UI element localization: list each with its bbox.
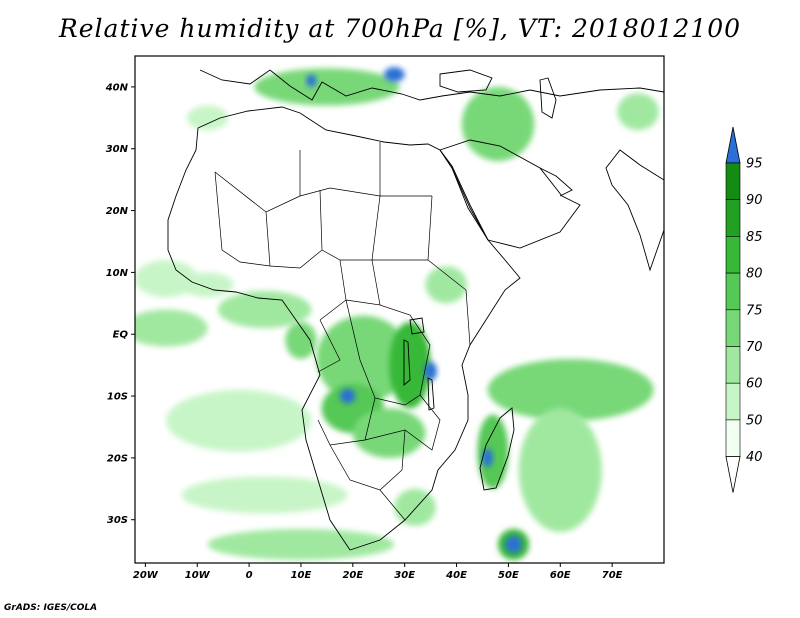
colorbar-label: 70 bbox=[746, 340, 763, 355]
lon-tick-label: 10W bbox=[185, 570, 211, 581]
lat-tick-label: 20N bbox=[106, 206, 129, 217]
colorbar-label: 95 bbox=[746, 157, 763, 172]
humidity-field bbox=[135, 67, 659, 560]
humidity-region-indian-ocean-south bbox=[518, 408, 602, 533]
lake-victoria bbox=[409, 317, 425, 335]
humidity-region-tanzania-core bbox=[424, 362, 437, 381]
lat-tick-label: 30N bbox=[106, 144, 129, 155]
humidity-region-gulf-guinea bbox=[217, 290, 312, 329]
caspian-sea bbox=[539, 77, 557, 119]
colorbar-box bbox=[725, 346, 741, 384]
humidity-region-great-lakes bbox=[389, 321, 431, 409]
colorbar-box bbox=[725, 162, 741, 201]
latitude-axis: 40N 30N 20N 10N EQ 10S 20S 30S bbox=[105, 82, 135, 526]
arabia-coastline bbox=[439, 139, 581, 249]
humidity-region-middle-east bbox=[461, 86, 535, 162]
lon-tick-label: 10E bbox=[291, 570, 312, 581]
lat-tick-label: 40N bbox=[105, 82, 129, 93]
india-coastline bbox=[605, 149, 664, 272]
colorbar-box bbox=[725, 309, 741, 347]
colorbar-min-triangle bbox=[725, 456, 741, 493]
coastlines-and-borders bbox=[167, 69, 664, 551]
lat-tick-label: 10S bbox=[107, 392, 128, 403]
europe-coastline bbox=[199, 69, 664, 101]
humidity-region-west-africa-interior bbox=[181, 272, 234, 298]
lat-tick-label: 20S bbox=[107, 453, 128, 464]
humidity-region-angola-core bbox=[339, 388, 356, 404]
humidity-region-indian-ocean-band bbox=[487, 358, 654, 421]
lon-tick-label: 40E bbox=[445, 570, 467, 581]
colorbar-label: 90 bbox=[746, 193, 763, 208]
lake-malawi bbox=[427, 377, 435, 411]
colorbar-box bbox=[725, 382, 741, 421]
map-title: Relative humidity at 700hPa [%], VT: 201… bbox=[58, 14, 742, 43]
lake-tanganyika bbox=[403, 339, 411, 386]
grads-credit: GrADS: IGES/COLA bbox=[4, 603, 98, 613]
humidity-region-south-atlantic-swirl bbox=[166, 389, 312, 452]
humidity-region-balkans-core bbox=[383, 67, 405, 82]
humidity-region-gabon-coast bbox=[285, 321, 317, 359]
longitude-axis: 20W 10W 0 10E 20E 30E 40E 50E 60E 70E bbox=[133, 563, 623, 581]
humidity-region-nw-africa-coast bbox=[186, 105, 229, 131]
humidity-region-italy-core bbox=[306, 74, 317, 87]
colorbar-label: 60 bbox=[746, 377, 763, 392]
colorbar-label: 80 bbox=[746, 267, 763, 282]
lon-tick-label: 20E bbox=[342, 570, 363, 581]
colorbar-box bbox=[725, 272, 741, 311]
lon-tick-label: 50E bbox=[498, 570, 519, 581]
humidity-region-atlantic-equatorial bbox=[135, 309, 208, 347]
colorbar-label: 40 bbox=[746, 450, 763, 465]
humidity-region-madagascar bbox=[477, 414, 509, 489]
black-sea bbox=[439, 69, 493, 93]
humidity-region-mediterranean bbox=[254, 68, 400, 106]
humidity-region-congo-basin bbox=[316, 315, 410, 403]
humidity-region-madagascar-core bbox=[482, 448, 493, 468]
lon-tick-label: 20W bbox=[133, 570, 159, 581]
madagascar-coastline bbox=[479, 407, 515, 491]
humidity-region-arabian-sea-edge bbox=[617, 93, 659, 131]
africa-coastline bbox=[167, 106, 521, 551]
persian-gulf bbox=[539, 167, 573, 197]
colorbar-max-triangle bbox=[725, 126, 741, 164]
colorbar-label: 75 bbox=[746, 303, 763, 318]
plot-area: 20W 10W 0 10E 20E 30E 40E 50E 60E 70E 40N 30N 20N 10… bbox=[105, 55, 665, 581]
lat-tick-label: 10N bbox=[106, 268, 129, 279]
humidity-region-zambia bbox=[352, 408, 426, 458]
colorbar-label: 85 bbox=[746, 230, 763, 245]
red-sea bbox=[439, 149, 489, 241]
humidity-region-cyclone-eye bbox=[505, 535, 522, 554]
colorbar-label: 50 bbox=[746, 413, 763, 428]
colorbar-box bbox=[725, 199, 741, 237]
humidity-region-south-atlantic-band bbox=[181, 476, 348, 514]
lon-tick-label: 30E bbox=[394, 570, 415, 581]
lon-tick-label: 60E bbox=[550, 570, 571, 581]
lon-tick-label: 70E bbox=[602, 570, 623, 581]
lat-tick-label: 30S bbox=[107, 515, 128, 526]
humidity-region-southern-africa-east bbox=[394, 488, 436, 526]
colorbar-box bbox=[725, 419, 741, 457]
country-borders bbox=[214, 142, 471, 521]
humidity-region-sahel-west-band bbox=[135, 260, 198, 298]
lat-tick-label: EQ bbox=[113, 330, 129, 341]
plot-frame bbox=[134, 55, 665, 564]
lon-tick-label: 0 bbox=[246, 570, 253, 581]
colorbar-box bbox=[725, 236, 741, 274]
humidity-region-southern-ocean bbox=[207, 528, 395, 560]
humidity-region-ethiopia bbox=[425, 266, 467, 304]
colorbar: 40 50 60 70 75 80 85 90 95 bbox=[725, 126, 763, 493]
